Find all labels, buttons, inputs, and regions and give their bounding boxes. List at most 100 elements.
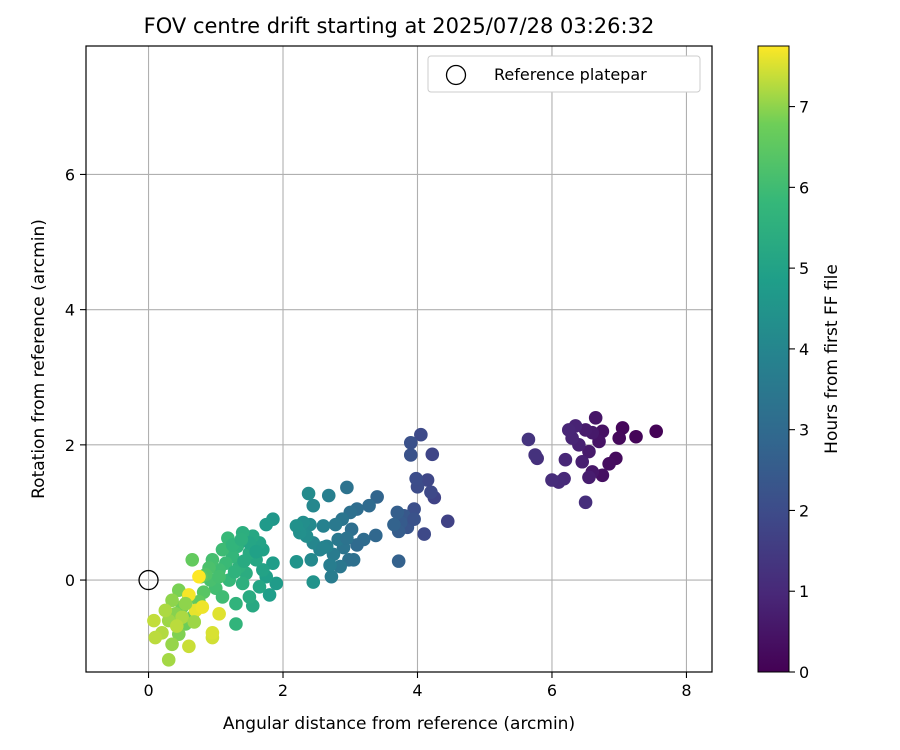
data-point [324,569,339,584]
data-point [252,580,267,594]
data-point [259,517,274,532]
data-point [328,517,343,532]
data-point [289,555,304,569]
data-point [407,512,421,527]
data-point [321,488,336,503]
data-point [195,600,210,614]
data-point [178,596,193,611]
data-point [582,470,596,485]
data-point [588,411,603,425]
data-point [262,588,277,602]
data-point [582,444,596,459]
data-point [612,431,627,445]
data-point [407,502,421,516]
x-tick-label: 2 [278,681,288,700]
data-point [340,531,354,545]
colorbar-tick-label: 7 [799,98,809,117]
data-point [602,456,616,471]
data-point [187,615,202,629]
data-point [575,454,590,469]
y-tick-label: 6 [65,165,75,184]
colorbar-tick-label: 5 [799,259,809,278]
data-point [205,625,220,640]
reference-platepar-marker [138,569,159,591]
y-tick-label: 2 [65,436,75,455]
legend-entry-reference: Reference platepar [494,65,647,84]
data-point [249,544,263,559]
data-point [440,514,455,529]
data-point [558,452,573,467]
data-point [306,575,321,589]
data-point [528,448,542,462]
data-point [182,639,196,654]
x-tick-label: 0 [143,681,153,700]
chart-title: FOV centre drift starting at 2025/07/28 … [144,14,655,38]
data-point [391,554,406,568]
colorbar-tick-label: 4 [799,340,809,359]
y-tick-label: 4 [65,301,75,320]
data-point [390,505,405,520]
data-point [266,556,280,570]
data-point [346,552,361,567]
data-point [316,540,331,555]
data-point [235,576,250,591]
colorbar-tick-label: 2 [799,501,809,520]
data-point [158,603,173,618]
data-point [521,432,536,447]
colorbar [757,45,790,673]
data-point [424,485,438,499]
data-point [269,576,284,591]
y-tick-label: 0 [65,571,75,590]
data-point [370,490,384,504]
data-point [234,532,249,547]
data-point [215,542,230,557]
legend: Reference platepar [427,55,701,93]
data-point [289,519,304,533]
data-point [403,436,418,450]
legend-marker [445,64,467,86]
x-axis-label: Angular distance from reference (arcmin) [223,714,575,734]
data-point [148,630,163,645]
colorbar-tick-label: 0 [799,663,809,682]
data-point [256,563,270,577]
data-point [215,590,230,604]
colorbar-tick-label: 3 [799,421,809,440]
data-point [409,471,423,486]
data-point [323,558,337,572]
data-point [340,480,354,495]
axis-ticks: 0 2 4 6 8 0 2 4 6 [65,165,692,700]
data-point [561,423,576,437]
data-point [212,607,226,621]
data-point [147,613,161,628]
data-point [545,473,559,487]
data-point [185,552,200,567]
data-point [420,473,435,487]
data-point [629,429,643,444]
colorbar-tick-label: 1 [799,582,809,601]
data-point [362,498,376,513]
data-point [165,593,179,608]
legend-box [427,55,701,93]
colorbar-tick-label: 6 [799,178,809,197]
data-point [242,590,257,604]
data-point [301,486,316,501]
data-point [304,552,319,567]
colorbar-label: Hours from first FF file [822,264,842,454]
y-axis-label: Rotation from reference (arcmin) [29,219,49,499]
colorbar-ticks: 0 1 2 3 4 5 6 7 [789,98,809,682]
data-point [316,519,331,533]
data-point [229,596,243,611]
data-point [578,495,593,510]
data-point [212,569,226,584]
data-point [306,498,321,513]
data-point [369,528,383,543]
x-tick-label: 6 [547,681,557,700]
grid [86,46,712,672]
data-point [350,538,364,552]
data-point [425,447,440,462]
data-point [387,517,401,532]
data-point [403,448,418,462]
data-point [414,427,428,442]
data-point [333,559,347,574]
